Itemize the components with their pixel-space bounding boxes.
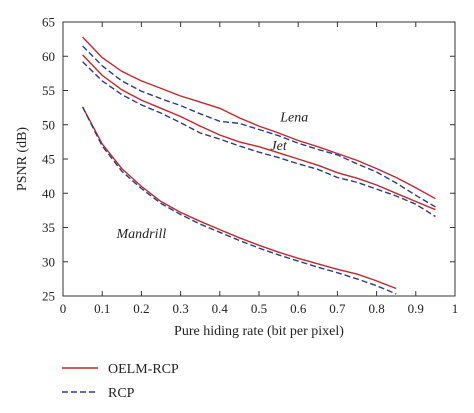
x-tick-label: 0 bbox=[60, 301, 67, 316]
series-layer bbox=[81, 36, 436, 295]
x-tick-label: 0.5 bbox=[251, 301, 267, 316]
series-line-mandrill-rcp bbox=[81, 106, 397, 295]
y-tick-label: 45 bbox=[42, 152, 55, 167]
plot-area bbox=[62, 21, 456, 297]
series-line-mandrill-oelm-rcp bbox=[81, 106, 397, 290]
y-tick-label: 55 bbox=[42, 83, 55, 98]
x-tick-label: 0.8 bbox=[368, 301, 384, 316]
x-tick-label: 1 bbox=[452, 301, 459, 316]
legend: OELM-RCP RCP bbox=[62, 362, 179, 401]
x-tick-label: 0.2 bbox=[133, 301, 149, 316]
x-axis-label: Pure hiding rate (bit per pixel) bbox=[174, 324, 344, 339]
x-tick-label: 0.1 bbox=[94, 301, 110, 316]
annotation-layer: Lena Jet Mandrill bbox=[116, 110, 309, 241]
annotation-mandrill: Mandrill bbox=[116, 227, 167, 242]
series-line-jet-oelm-rcp bbox=[82, 54, 436, 211]
annotation-jet: Jet bbox=[270, 139, 287, 154]
x-tick-label: 0.9 bbox=[408, 301, 424, 316]
x-tick-label: 0.3 bbox=[172, 301, 188, 316]
y-tick-label: 50 bbox=[42, 117, 55, 132]
annotation-lena: Lena bbox=[279, 110, 308, 125]
y-tick-label: 30 bbox=[42, 254, 55, 269]
y-tick-label: 60 bbox=[42, 49, 55, 64]
x-tick-label: 0.7 bbox=[329, 301, 346, 316]
x-tick-label: 0.6 bbox=[290, 301, 307, 316]
legend-label-oelm-rcp: OELM-RCP bbox=[108, 362, 179, 377]
series-line-lena-rcp bbox=[82, 45, 436, 208]
y-tick-label: 65 bbox=[42, 15, 55, 30]
y-tick-label: 40 bbox=[42, 186, 55, 201]
y-axis-label: PSNR (dB) bbox=[15, 127, 30, 192]
y-tick-label: 35 bbox=[42, 220, 55, 235]
plot-frame bbox=[62, 21, 456, 297]
x-tick-label: 0.4 bbox=[212, 301, 229, 316]
series-line-lena-oelm-rcp bbox=[82, 36, 436, 200]
y-tick-label: 25 bbox=[42, 289, 55, 304]
legend-label-rcp: RCP bbox=[108, 386, 135, 401]
series-line-jet-rcp bbox=[82, 61, 436, 218]
ticks-layer: 0 0.1 0.2 0.3 0.4 0.5 0.6 0.7 0.8 0.9 1 25 30 35 40 45 5… bbox=[42, 15, 458, 317]
